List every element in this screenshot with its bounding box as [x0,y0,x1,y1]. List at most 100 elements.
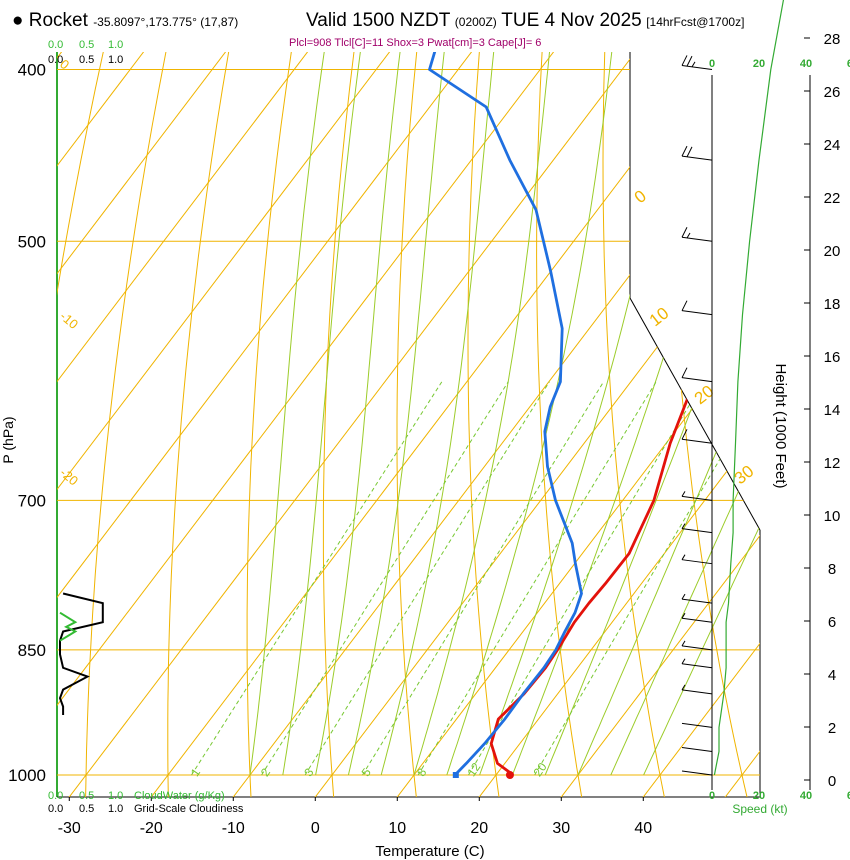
mixing-ratio-label: 2 [258,765,273,779]
isotherm-line [57,52,760,797]
frame-diagonal [629,297,761,531]
cloudiness-label: Grid-Scale Cloudiness [134,803,244,815]
wind-barb [681,55,713,70]
wind-barb-half [681,593,686,600]
wind-barb-flag [681,367,688,378]
mixing-ratio-label: 8 [414,765,429,779]
wind-barb [681,300,713,316]
wind-barb [681,593,713,604]
speed-tick-bottom: 20 [753,790,765,802]
speed-tick-bottom: 40 [800,790,812,802]
cloudiness-line [58,592,104,715]
moist-adiabat [544,52,760,776]
moist-adiabat [347,52,494,776]
height-tick-label: 6 [828,614,836,631]
wind-barb-staff [681,663,713,669]
wind-barb-flag [681,55,688,66]
x-tick-label: 30 [552,820,570,837]
wind-barb [681,684,713,695]
wind-barb-half [686,232,691,239]
surface-temperature-dot [505,771,514,779]
wind-barb [681,612,713,623]
x-tick-label: -10 [222,820,245,837]
isotherm-label-left: -10 [57,308,81,332]
isotherm-line [57,52,512,797]
isotherm-line [385,52,760,797]
dry-adiabat [536,52,585,797]
wind-barb-staff [681,438,713,444]
speed-axis-title: Speed (kt) [732,802,787,816]
moist-adiabat [380,52,539,776]
location-name: Rocket [28,10,88,31]
forecast-hours: [14hrFcst@1700z] [646,15,745,29]
pressure-tick-label: 850 [18,641,46,660]
thermo-grid [57,0,850,813]
wind-barb-staff [681,310,713,316]
cloudiness-tick-bottom: 1.0 [108,803,123,815]
isotherm-line [631,52,760,797]
height-tick-label: 20 [824,243,841,260]
isotherm-line [57,52,430,797]
dry-adiabat [666,52,752,797]
wind-barb [681,640,713,651]
stability-indices: Plcl=908 Tlcl[C]=11 Shox=3 Pwat[cm]=3 Ca… [289,37,542,49]
wind-barb-staff [681,559,713,565]
location-coords: -35.8097°,173.775° (17,87) [93,15,239,29]
height-tick-label: 18 [824,296,841,313]
wind-barb [681,145,713,161]
cloudiness-tick-top: 0.5 [79,54,94,66]
wind-barb-staff [681,236,713,242]
x-tick-label: 40 [634,820,652,837]
valid-main: Valid 1500 NZDT [306,10,451,31]
dry-adiabat [467,52,521,797]
cloudwater-tick-bottom: 0.0 [48,790,63,802]
height-tick-label: 0 [828,773,836,790]
wind-barb [681,491,713,501]
wind-barb-staff [681,747,713,753]
wind-barb-staff [681,645,713,651]
wind-barb-staff [681,155,713,161]
mixing-ratio-line [362,381,605,776]
surface-dewpoint-dot [452,772,459,778]
isotherm-line [549,52,760,797]
cloudiness-tick-top: 0.0 [48,54,63,66]
pressure-tick-label: 400 [18,60,46,79]
speed-tick-bottom: 60 [847,790,850,802]
wind-barb-staff [681,598,713,604]
isotherm-line [57,52,758,797]
dewpoint-line [428,52,672,776]
wind-barb-flag [681,145,688,157]
pressure-tick-label: 500 [18,232,46,251]
plot-area [56,52,761,798]
isotherm-label-right: 20 [691,382,718,409]
wind-barb [681,658,713,669]
dry-adiabat [790,0,850,813]
speed-tick-bottom: 0 [709,790,715,802]
dry-adiabat [602,52,668,797]
dry-adiabat [246,52,356,797]
wind-panel: 02468101214161820222426283032Height (100… [681,0,850,816]
wind-barb-staff [681,722,713,728]
wind-barb-flag [681,227,688,238]
wind-barb-half [681,491,686,497]
wind-barb-half [691,61,696,68]
isotherm-line [57,52,266,797]
isotherm-line [221,52,760,797]
cloudiness-tick-bottom: 0.0 [48,803,63,815]
speed-tick-top: 0 [709,58,715,70]
wind-barb-half [681,612,686,619]
wind-barb-staff [681,377,713,383]
moist-adiabat [577,52,760,776]
valid-time: Valid 1500 NZDT (0200Z) TUE 4 Nov 2025 [… [306,10,744,32]
wind-barb [681,747,713,753]
mixing-ratio-line [534,381,760,776]
wind-barb-staff [681,528,713,534]
wind-barb-half [681,523,686,529]
cloudwater-tick-top: 1.0 [108,39,123,51]
height-tick-label: 16 [824,349,841,366]
mixing-ratio-label: 1 [188,765,203,779]
dry-adiabat [57,52,190,797]
speed-tick-top: 20 [753,58,765,70]
wind-speed-line [713,0,785,776]
valid-utc: (0200Z) [454,15,497,29]
